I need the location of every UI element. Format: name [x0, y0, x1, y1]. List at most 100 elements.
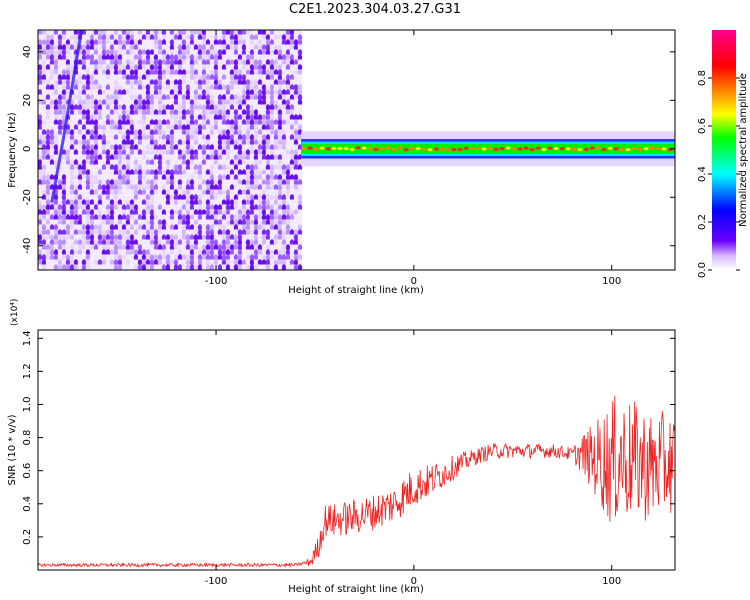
spectrogram-noise-cell	[169, 114, 175, 121]
spectrogram-noise-cell	[197, 30, 203, 36]
spectrogram-noise-cell	[229, 89, 235, 96]
spectrogram-noise-cell	[49, 174, 55, 181]
spectrogram-noise-cell	[85, 34, 91, 41]
spectrogram-noise-cell	[213, 119, 219, 126]
spectrogram-noise-cell	[101, 119, 107, 126]
spectrogram-noise-cell	[125, 224, 131, 231]
spectrogram-noise-cell	[93, 144, 99, 151]
spectrogram-noise-cell	[281, 229, 287, 236]
spectrogram-noise-cell	[181, 259, 187, 266]
spectrogram-noise-cell	[293, 264, 299, 270]
spectrogram-noise-cell	[61, 30, 67, 36]
spectrogram-noise-cell	[165, 219, 171, 226]
spectrogram-noise-cell	[241, 149, 247, 156]
spectrogram-noise-cell	[229, 159, 235, 166]
spectrogram-noise-cell	[213, 129, 219, 136]
spectrogram-noise-cell	[97, 124, 103, 131]
spectrogram-noise-cell	[245, 199, 251, 206]
spectrogram-noise-cell	[193, 49, 199, 56]
spectrogram-noise-cell	[181, 129, 187, 136]
spectrogram-noise-cell	[249, 134, 255, 141]
spectrogram-noise-cell	[177, 49, 183, 56]
spectrogram-noise-cell	[293, 149, 299, 156]
spectrogram-noise-cell	[125, 84, 131, 91]
spectrogram-noise-cell	[93, 234, 99, 241]
echo-core-cell	[613, 147, 619, 151]
spectrogram-noise-cell	[245, 69, 251, 76]
spectrogram-noise-cell	[157, 214, 163, 221]
spectrogram-noise-cell	[149, 104, 155, 111]
spectrogram-noise-cell	[109, 129, 115, 136]
spectrogram-noise-cell	[157, 39, 163, 46]
spectrogram-noise-cell	[77, 119, 83, 126]
spectrogram-noise-cell	[101, 139, 107, 146]
spectrogram-noise-cell	[45, 44, 51, 51]
spectrogram-noise-cell	[153, 119, 159, 126]
spectrogram-noise-cell	[225, 204, 231, 211]
spectrogram-noise-cell	[233, 164, 239, 171]
spectrogram-noise-cell	[233, 49, 239, 56]
spectrogram-noise-cell	[141, 234, 147, 241]
spectrogram-noise-cell	[93, 44, 99, 51]
spectrogram-noise-cell	[145, 64, 151, 71]
spectrogram-noise-cell	[145, 94, 151, 101]
spectrogram-noise-cell	[201, 49, 207, 56]
spectrogram-noise-cell	[129, 179, 135, 186]
spectrogram-noise-cell	[161, 159, 167, 166]
spectrogram-noise-cell	[209, 139, 215, 146]
spectrogram-noise-cell	[181, 39, 187, 46]
spectrogram-noise-cell	[169, 204, 175, 211]
spectrogram-noise-cell	[277, 119, 283, 126]
spectrogram-noise-cell	[189, 259, 195, 266]
spectrogram-noise-cell	[173, 239, 179, 246]
spectrogram-noise-cell	[137, 249, 143, 256]
spectrogram-noise-cell	[249, 189, 255, 196]
spectrogram-noise-cell	[65, 244, 71, 251]
spectrogram-noise-cell	[197, 154, 203, 161]
spectrogram-noise-cell	[193, 69, 199, 76]
spectrogram-noise-cell	[269, 124, 275, 131]
spectrogram-noise-cell	[117, 259, 123, 266]
spectrogram-noise-cell	[121, 89, 127, 96]
spectrogram-noise-cell	[105, 174, 111, 181]
spectrogram-noise-cell	[177, 214, 183, 221]
spectrogram-noise-cell	[65, 169, 71, 176]
spectrogram-noise-cell	[245, 159, 251, 166]
spectrogram-noise-cell	[241, 154, 247, 161]
spectrogram-noise-cell	[141, 164, 147, 171]
spectrogram-noise-cell	[193, 109, 199, 116]
spectrogram-noise-cell	[161, 59, 167, 66]
spectrogram-noise-cell	[181, 104, 187, 111]
spectrogram-noise-cell	[289, 209, 295, 216]
spectrogram-noise-cell	[289, 234, 295, 241]
spectrogram-noise-cell	[181, 124, 187, 131]
spectrogram-noise-cell	[297, 89, 303, 96]
spectrogram-noise-cell	[149, 139, 155, 146]
spectrogram-noise-cell	[225, 234, 231, 241]
spectrogram-noise-cell	[169, 264, 175, 270]
spectrogram-noise-cell	[209, 199, 215, 206]
spectrogram-noise-cell	[133, 144, 139, 151]
spectrogram-noise-cell	[93, 164, 99, 171]
spectrogram-noise-cell	[249, 144, 255, 151]
spectrogram-noise-cell	[69, 44, 75, 51]
spectrogram-noise-cell	[269, 94, 275, 101]
spectrogram-noise-cell	[77, 199, 83, 206]
spectrogram-noise-cell	[241, 34, 247, 41]
spectrogram-noise-cell	[277, 184, 283, 191]
spectrogram-noise-cell	[121, 259, 127, 266]
spectrogram-noise-cell	[137, 79, 143, 86]
spectrogram-noise-cell	[65, 184, 71, 191]
spectrogram-noise-cell	[273, 54, 279, 61]
spectrogram-noise-cell	[117, 169, 123, 176]
spectrogram-noise-cell	[197, 199, 203, 206]
spectrogram-noise-cell	[89, 139, 95, 146]
spectrogram-noise-cell	[153, 129, 159, 136]
spectrogram-noise-cell	[157, 194, 163, 201]
spectrogram-noise-cell	[133, 229, 139, 236]
spectrogram-noise-cell	[181, 139, 187, 146]
spectrogram-noise-cell	[125, 94, 131, 101]
spectrogram-noise-cell	[229, 219, 235, 226]
spectrogram-noise-cell	[38, 84, 43, 91]
spectrogram-noise-cell	[277, 194, 283, 201]
